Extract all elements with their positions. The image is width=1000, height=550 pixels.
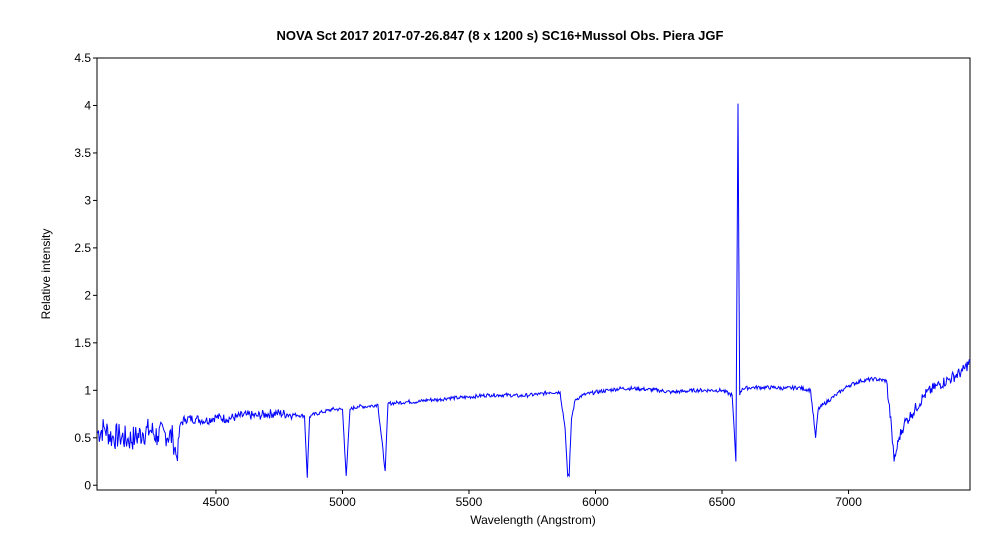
chart-title: NOVA Sct 2017 2017-07-26.847 (8 x 1200 s… bbox=[277, 28, 724, 43]
y-axis: 0 0.5 1 1.5 2 2.5 3 3.5 4 4.5 bbox=[74, 51, 97, 492]
x-axis: 4500 5000 5500 6000 6500 7000 bbox=[203, 490, 862, 509]
x-tick-label: 4500 bbox=[203, 495, 230, 509]
y-tick-label: 0.5 bbox=[74, 431, 91, 445]
y-tick-label: 1.5 bbox=[74, 336, 91, 350]
x-tick-label: 6500 bbox=[709, 495, 736, 509]
plot-area bbox=[96, 57, 971, 491]
y-tick-label: 4 bbox=[84, 98, 91, 112]
x-tick-label: 6000 bbox=[582, 495, 609, 509]
x-tick-label: 5000 bbox=[329, 495, 356, 509]
y-tick-label: 2 bbox=[84, 288, 91, 302]
y-tick-label: 1 bbox=[84, 383, 91, 397]
y-tick-label: 3 bbox=[84, 193, 91, 207]
x-axis-label: Wavelength (Angstrom) bbox=[470, 513, 596, 527]
y-tick-label: 0 bbox=[84, 478, 91, 492]
y-tick-label: 4.5 bbox=[74, 51, 91, 65]
y-axis-label: Relative intensity bbox=[39, 229, 53, 320]
y-tick-label: 3.5 bbox=[74, 146, 91, 160]
y-tick-label: 2.5 bbox=[74, 241, 91, 255]
x-tick-label: 7000 bbox=[835, 495, 862, 509]
x-tick-label: 5500 bbox=[456, 495, 483, 509]
spectrum-line bbox=[96, 103, 971, 478]
